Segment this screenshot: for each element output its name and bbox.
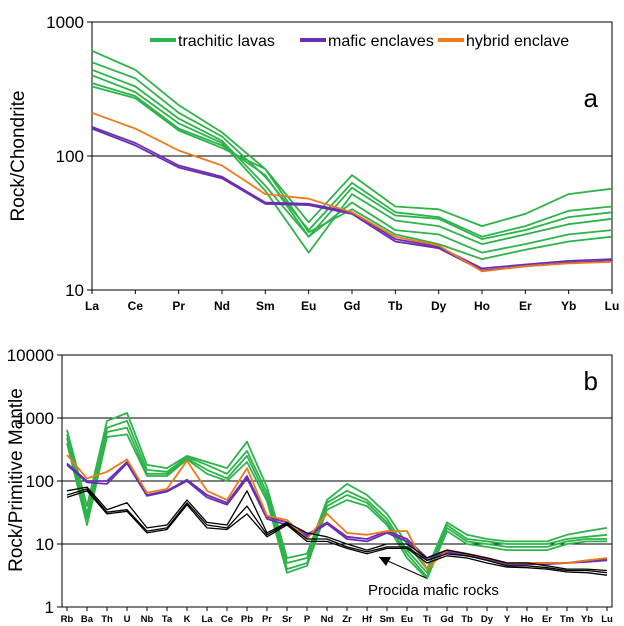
legend-label-trachitic-lavas: trachitic lavas (178, 33, 275, 50)
b-series-trachitic-lavas-1 (66, 419, 608, 574)
b-x-tick-label-th: Th (101, 614, 113, 625)
b-x-tick-label-nd: Nd (321, 614, 334, 625)
b-x-tick-label-la: La (201, 614, 213, 625)
a-x-tick-label-ce: Ce (128, 299, 144, 313)
b-x-tick-label-u: U (124, 614, 131, 625)
a-series-trachitic-lavas-1 (91, 61, 613, 238)
a-x-tick-label-pr: Pr (172, 299, 185, 313)
b-x-tick-label-eu: Eu (401, 614, 413, 625)
b-x-tick-label-k: K (184, 614, 191, 625)
panel-a-y-axis-label: Rock/Chondrite (8, 91, 29, 222)
b-x-tick-label-er: Er (542, 614, 552, 625)
a-series-trachitic-lavas-3 (91, 74, 613, 254)
b-y-tick-label: 10 (35, 535, 54, 554)
annotation-arrow-head (379, 557, 391, 566)
b-series-procida-mafic-rocks-7 (66, 486, 608, 572)
b-x-tick-label-p: P (304, 614, 311, 625)
b-x-tick-label-tm: Tm (560, 614, 574, 625)
b-x-tick-label-ba: Ba (81, 614, 94, 625)
panel-a-label: a (584, 83, 599, 113)
b-y-tick-label: 1 (45, 598, 54, 617)
b-x-tick-label-hf: Hf (362, 614, 373, 625)
a-x-tick-label-sm: Sm (256, 299, 275, 313)
b-x-tick-label-zr: Zr (342, 614, 352, 625)
b-x-tick-label-ti: Ti (423, 614, 431, 625)
b-x-tick-label-pb: Pb (241, 614, 253, 625)
b-x-tick-label-tb: Tb (461, 614, 473, 625)
b-series-trachitic-lavas-3 (66, 433, 607, 580)
a-x-tick-label-ho: Ho (474, 299, 490, 313)
b-x-tick-label-nb: Nb (141, 614, 154, 625)
b-x-tick-label-y: Y (504, 614, 511, 625)
legend-label-hybrid-enclave: hybrid enclave (466, 33, 569, 50)
b-y-tick-label: 100 (26, 472, 54, 491)
b-series-mafic-enclaves-5 (66, 462, 608, 565)
b-y-tick-label: 1000 (16, 409, 54, 428)
annotation-procida-mafic-rocks: Procida mafic rocks (368, 582, 499, 599)
b-x-tick-label-rb: Rb (61, 614, 74, 625)
b-x-tick-label-yb: Yb (581, 614, 593, 625)
b-series-procida-mafic-rocks-9 (66, 490, 608, 576)
a-x-tick-label-nd: Nd (214, 299, 230, 313)
a-y-tick-label: 1000 (46, 13, 84, 32)
b-series-hybrid-enclave-6 (66, 454, 608, 570)
b-x-tick-label-sm: Sm (380, 614, 395, 625)
panel-b-y-axis-label: Rock/Primitive Mantle (6, 388, 27, 572)
b-x-tick-label-sr: Sr (282, 614, 292, 625)
a-series-mafic-enclaves-7 (91, 127, 613, 272)
a-x-tick-label-dy: Dy (431, 299, 447, 313)
b-series-trachitic-lavas-2 (66, 426, 607, 578)
a-x-tick-label-tb: Tb (388, 299, 403, 313)
a-x-tick-label-la: La (85, 299, 99, 313)
a-x-tick-label-eu: Eu (301, 299, 316, 313)
b-x-tick-label-pr: Pr (262, 614, 272, 625)
a-series-trachitic-lavas-5 (91, 85, 613, 261)
a-x-tick-label-er: Er (519, 299, 532, 313)
a-series-trachitic-lavas-2 (91, 68, 613, 241)
b-x-tick-label-ho: Ho (521, 614, 534, 625)
b-x-tick-label-dy: Dy (481, 614, 494, 625)
a-y-tick-label: 100 (56, 147, 84, 166)
panel-a-chart: 10 100 1000 La Ce Pr Nd Sm Eu Gd Tb Dy Ho Er Yb Lu Roc… (8, 13, 619, 313)
b-series-procida-mafic-rocks-8 (66, 488, 608, 574)
panel-b-chart: 1 10 100 1000 10000 Rb Ba Th U Nb Ta K La Ce Pb Pr Sr P N… (6, 346, 613, 625)
b-x-tick-label-ce: Ce (221, 614, 233, 625)
a-x-tick-label-yb: Yb (561, 299, 576, 313)
legend-label-mafic-enclaves: mafic enclaves (328, 33, 434, 50)
b-y-tick-label: 10000 (7, 346, 54, 365)
panel-a-legend: trachitic lavas mafic enclaves hybrid encl… (150, 33, 569, 50)
a-series-trachitic-lavas-4 (91, 82, 613, 254)
a-series-hybrid-enclave-8 (91, 111, 613, 273)
b-x-tick-label-ta: Ta (162, 614, 173, 625)
a-x-tick-label-lu: Lu (605, 299, 620, 313)
b-series-mafic-enclaves-4 (66, 461, 608, 564)
b-series-trachitic-lavas-0 (66, 412, 608, 570)
panel-b-label: b (584, 366, 598, 396)
a-y-tick-label: 10 (65, 281, 84, 300)
a-series-trachitic-lavas-0 (91, 49, 613, 228)
b-x-tick-label-gd: Gd (440, 614, 453, 625)
a-x-tick-label-gd: Gd (344, 299, 361, 313)
b-x-tick-label-lu: Lu (601, 614, 613, 625)
